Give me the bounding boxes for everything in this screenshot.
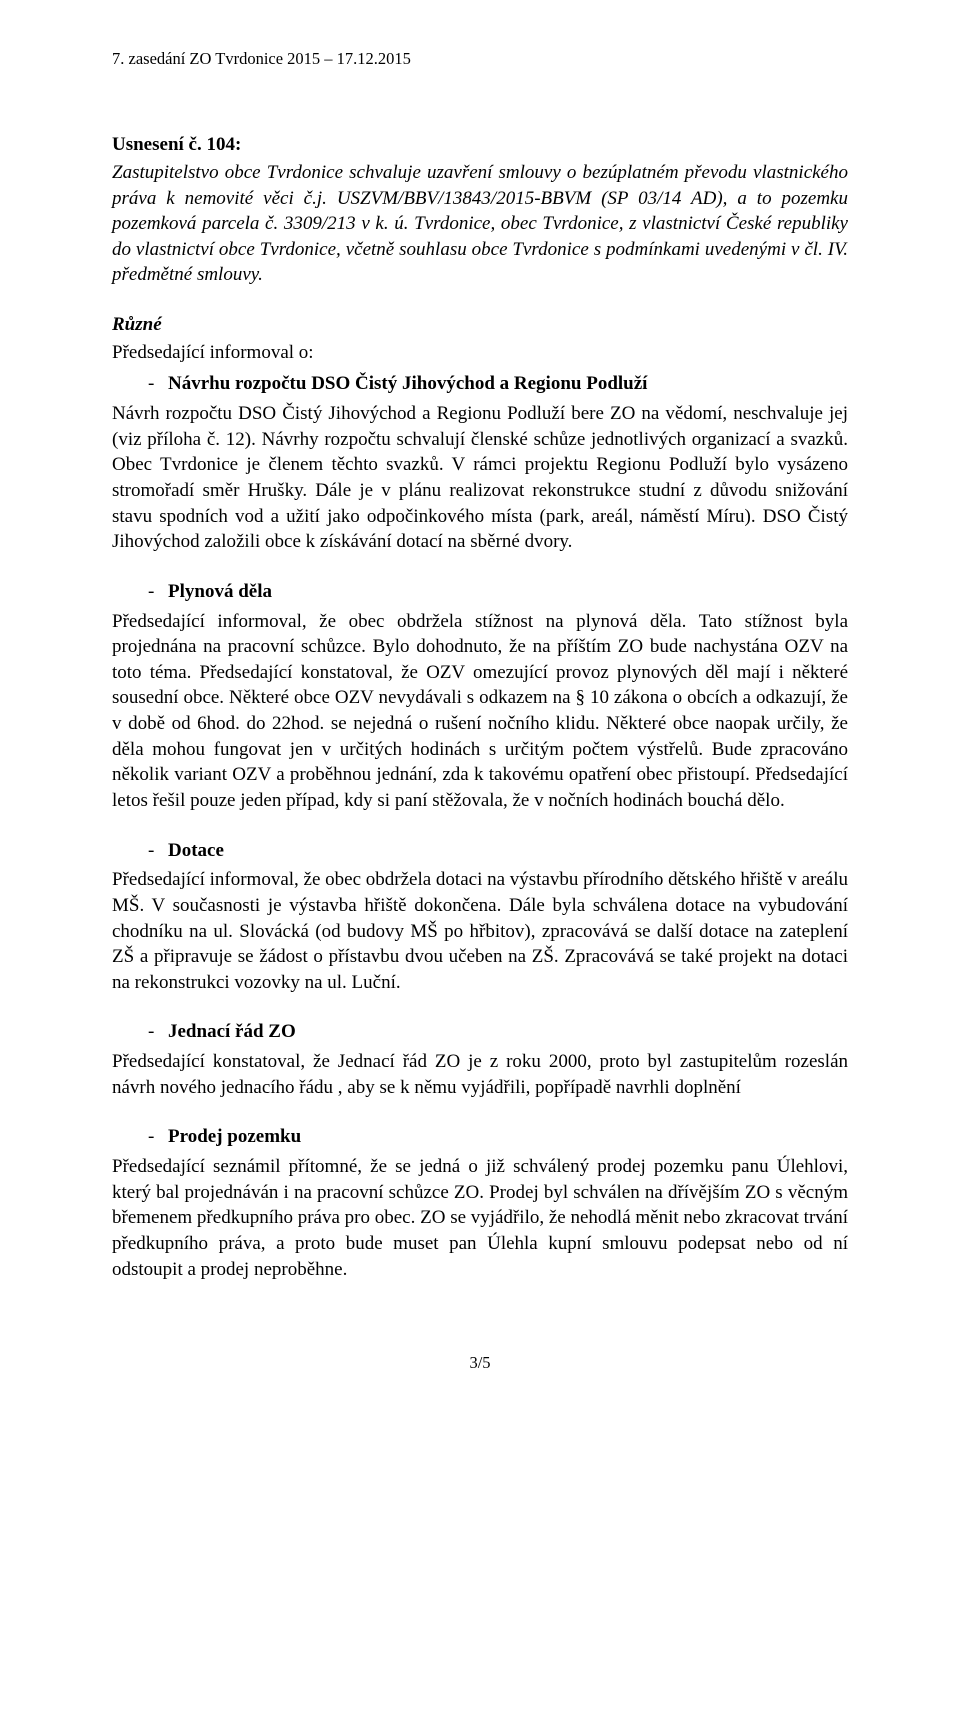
section-plynova-body: Předsedající informoval, že obec obdržel…: [112, 609, 848, 814]
bullet-list: Plynová děla: [112, 579, 848, 605]
bullet-plynova: Plynová děla: [112, 579, 848, 605]
page-header: 7. zasedání ZO Tvrdonice 2015 – 17.12.20…: [112, 48, 848, 70]
bullet-jednaci: Jednací řád ZO: [112, 1019, 848, 1045]
bullet-list: Dotace: [112, 838, 848, 864]
bullet-list: Prodej pozemku: [112, 1124, 848, 1150]
ruzne-intro: Předsedající informoval o:: [112, 340, 848, 366]
section-plynova: Plynová děla Předsedající informoval, že…: [112, 579, 848, 814]
section-jednaci-body: Předsedající konstatoval, že Jednací řád…: [112, 1049, 848, 1100]
page-footer: 3/5: [112, 1352, 848, 1374]
bullet-prodej: Prodej pozemku: [112, 1124, 848, 1150]
bullet-dotace: Dotace: [112, 838, 848, 864]
bullet-navrh: Návrhu rozpočtu DSO Čistý Jihovýchod a R…: [112, 371, 848, 397]
section-navrh: Návrhu rozpočtu DSO Čistý Jihovýchod a R…: [112, 371, 848, 554]
section-dotace-body: Předsedající informoval, že obec obdržel…: [112, 867, 848, 995]
section-prodej: Prodej pozemku Předsedající seznámil pří…: [112, 1124, 848, 1282]
section-navrh-body: Návrh rozpočtu DSO Čistý Jihovýchod a Re…: [112, 401, 848, 555]
ruzne-heading: Různé: [112, 312, 848, 338]
section-jednaci: Jednací řád ZO Předsedající konstatoval,…: [112, 1019, 848, 1100]
document-page: 7. zasedání ZO Tvrdonice 2015 – 17.12.20…: [0, 0, 960, 1726]
ruzne-block: Různé Předsedající informoval o:: [112, 312, 848, 365]
bullet-list: Návrhu rozpočtu DSO Čistý Jihovýchod a R…: [112, 371, 848, 397]
resolution-block: Usnesení č. 104: Zastupitelstvo obce Tvr…: [112, 132, 848, 288]
resolution-body: Zastupitelstvo obce Tvrdonice schvaluje …: [112, 160, 848, 288]
section-dotace: Dotace Předsedající informoval, že obec …: [112, 838, 848, 996]
resolution-title: Usnesení č. 104:: [112, 132, 848, 158]
section-prodej-body: Předsedající seznámil přítomné, že se je…: [112, 1154, 848, 1282]
bullet-list: Jednací řád ZO: [112, 1019, 848, 1045]
